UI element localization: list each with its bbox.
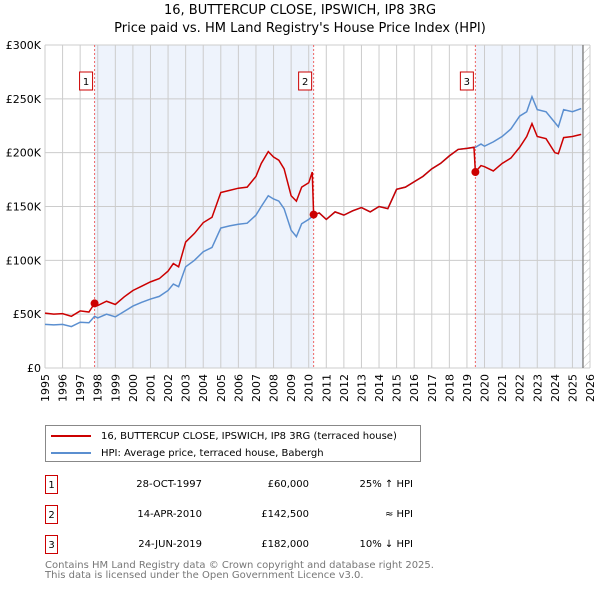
legend: 16, BUTTERCUP CLOSE, IPSWICH, IP8 3RG (t… xyxy=(45,425,421,462)
blue-line-swatch xyxy=(51,452,91,454)
x-tick-label: 2009 xyxy=(285,374,298,402)
x-tick-label: 2001 xyxy=(144,374,157,402)
x-tick-label: 1997 xyxy=(74,374,87,402)
x-tick-label: 2014 xyxy=(373,374,386,402)
footer-copyright: Contains HM Land Registry data © Crown c… xyxy=(45,560,434,571)
x-tick-label: 2005 xyxy=(215,374,228,402)
x-tick-label: 2015 xyxy=(391,374,404,402)
x-tick-label: 2021 xyxy=(496,374,509,402)
sale-point xyxy=(471,168,480,177)
footer-licence: This data is licensed under the Open Gov… xyxy=(45,570,364,581)
legend-label: 16, BUTTERCUP CLOSE, IPSWICH, IP8 3RG (t… xyxy=(101,430,397,442)
sale-date: 28-OCT-1997 xyxy=(136,479,202,490)
x-tick-label: 2000 xyxy=(127,374,140,402)
chart-title: 16, BUTTERCUP CLOSE, IPSWICH, IP8 3RG xyxy=(163,3,437,18)
marker-label: 2 xyxy=(302,77,308,88)
sale-price: £60,000 xyxy=(267,479,309,490)
x-tick-label: 2008 xyxy=(268,374,281,402)
price-chart: 1995 1996 1997 1998 1999 2000 2001 2002 2003 2004… xyxy=(6,39,597,402)
y-tick-label: £150K xyxy=(6,201,42,214)
y-tick-label: £50K xyxy=(13,308,42,321)
x-tick-label: 2016 xyxy=(408,374,421,402)
hpi-comparison: ≈ HPI xyxy=(384,509,413,520)
marker-label-box xyxy=(79,71,94,91)
sale-price: £182,000 xyxy=(261,539,309,550)
marker-label-box xyxy=(298,71,313,91)
marker-label: 1 xyxy=(83,77,89,88)
y-tick-label: £0 xyxy=(27,362,41,375)
marker-badge: 1 xyxy=(45,475,58,494)
marker-badge: 3 xyxy=(45,535,58,554)
x-tick-label: 2004 xyxy=(197,374,210,402)
marker-badge: 2 xyxy=(45,505,58,524)
y-tick-label: £250K xyxy=(6,93,42,106)
table-row: 2 14-APR-2010 £142,500 ≈ HPI xyxy=(45,505,445,525)
x-tick-label: 2007 xyxy=(250,374,263,402)
x-tick-label: 2022 xyxy=(514,374,527,402)
x-tick-label: 2019 xyxy=(461,374,474,402)
x-tick-label: 2010 xyxy=(303,374,316,402)
x-tick-label: 2026 xyxy=(584,374,597,402)
sale-point xyxy=(90,299,99,308)
hpi-comparison: 10% ↓ HPI xyxy=(359,539,413,550)
x-tick-label: 2017 xyxy=(426,374,439,402)
x-tick-label: 1995 xyxy=(39,374,52,402)
x-tick-label: 1996 xyxy=(57,374,70,402)
marker-label-box xyxy=(459,71,474,91)
sale-price: £142,500 xyxy=(261,509,309,520)
sale-date: 14-APR-2010 xyxy=(137,509,202,520)
property-price-line xyxy=(44,121,582,318)
hpi-comparison: 25% ↑ HPI xyxy=(359,479,413,490)
x-tick-label: 2012 xyxy=(338,374,351,402)
x-tick-label: 2024 xyxy=(549,374,562,402)
x-tick-label: 1998 xyxy=(92,374,105,402)
y-tick-label: £200K xyxy=(6,147,42,160)
x-tick-label: 2013 xyxy=(355,374,368,402)
legend-item-property: 16, BUTTERCUP CLOSE, IPSWICH, IP8 3RG (t… xyxy=(51,428,397,444)
hpi-line xyxy=(44,94,582,328)
x-tick-label: 2006 xyxy=(232,374,245,402)
footer: Contains HM Land Registry data © Crown c… xyxy=(45,561,434,581)
sale-point xyxy=(309,210,318,219)
table-row: 3 24-JUN-2019 £182,000 10% ↓ HPI xyxy=(45,535,445,555)
marker-label: 3 xyxy=(464,77,470,88)
x-tick-label: 2020 xyxy=(479,374,492,402)
x-tick-label: 2011 xyxy=(320,374,333,402)
x-tick-label: 2002 xyxy=(162,374,175,402)
y-tick-label: £100K xyxy=(6,254,42,267)
legend-label: HPI: Average price, terraced house, Babe… xyxy=(101,447,324,459)
x-tick-label: 1999 xyxy=(109,374,122,402)
x-tick-label: 2018 xyxy=(443,374,456,402)
x-tick-label: 2025 xyxy=(566,374,579,402)
y-tick-label: £300K xyxy=(6,39,42,52)
x-tick-label: 2023 xyxy=(531,374,544,402)
legend-item-hpi: HPI: Average price, terraced house, Babe… xyxy=(51,445,324,461)
chart-subtitle: Price paid vs. HM Land Registry's House … xyxy=(114,21,486,36)
table-row: 1 28-OCT-1997 £60,000 25% ↑ HPI xyxy=(45,475,445,495)
x-tick-label: 2003 xyxy=(180,374,193,402)
sale-date: 24-JUN-2019 xyxy=(138,539,202,550)
red-line-swatch xyxy=(51,435,91,437)
